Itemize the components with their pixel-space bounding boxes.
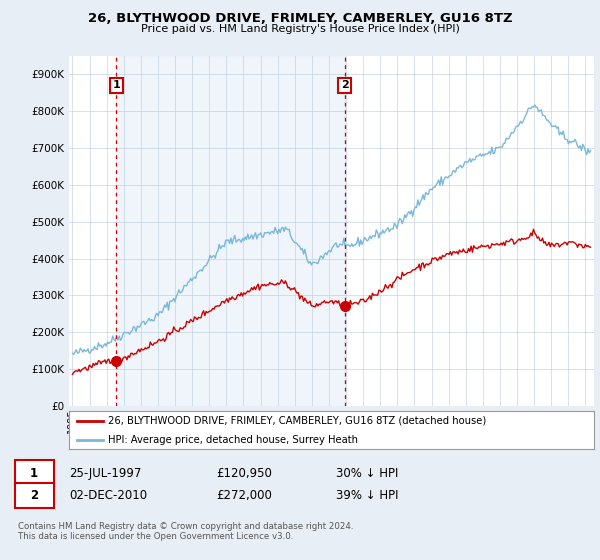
Text: Price paid vs. HM Land Registry's House Price Index (HPI): Price paid vs. HM Land Registry's House … <box>140 24 460 34</box>
Text: £272,000: £272,000 <box>216 489 272 502</box>
Bar <box>116 56 344 406</box>
Text: 02-DEC-2010: 02-DEC-2010 <box>69 489 147 502</box>
Text: 1: 1 <box>112 81 120 91</box>
Text: HPI: Average price, detached house, Surrey Heath: HPI: Average price, detached house, Surr… <box>109 435 358 445</box>
Text: 25-JUL-1997: 25-JUL-1997 <box>69 466 142 480</box>
Text: 39% ↓ HPI: 39% ↓ HPI <box>336 489 398 502</box>
Text: Contains HM Land Registry data © Crown copyright and database right 2024.
This d: Contains HM Land Registry data © Crown c… <box>18 522 353 542</box>
Text: 26, BLYTHWOOD DRIVE, FRIMLEY, CAMBERLEY, GU16 8TZ (detached house): 26, BLYTHWOOD DRIVE, FRIMLEY, CAMBERLEY,… <box>109 416 487 426</box>
Text: 30% ↓ HPI: 30% ↓ HPI <box>336 466 398 480</box>
Text: 2: 2 <box>341 81 349 91</box>
Text: £120,950: £120,950 <box>216 466 272 480</box>
Text: 26, BLYTHWOOD DRIVE, FRIMLEY, CAMBERLEY, GU16 8TZ: 26, BLYTHWOOD DRIVE, FRIMLEY, CAMBERLEY,… <box>88 12 512 25</box>
Text: 2: 2 <box>30 489 38 502</box>
Text: 1: 1 <box>30 466 38 480</box>
